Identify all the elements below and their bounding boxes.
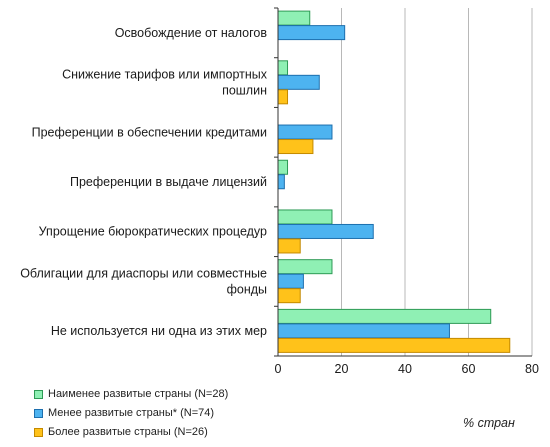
bar [277, 74, 320, 90]
x-tick-labels: 0 20 40 60 80 [275, 362, 539, 376]
bar [277, 124, 333, 140]
category-label: Преференции в выдаче лицензий [70, 175, 267, 189]
axes [274, 7, 532, 357]
category-label: Преференции в обеспечении кредитами [32, 125, 267, 139]
legend: Наименее развитые страны (N=28) Менее ра… [34, 385, 228, 442]
x-tick-label: 40 [398, 362, 412, 376]
grid-lines [341, 8, 533, 356]
legend-label: Менее развитые страны* (N=74) [48, 407, 215, 419]
bar [277, 159, 289, 175]
x-tick-label: 20 [335, 362, 349, 376]
category-label: Не используется ни одна из этих мер [51, 324, 267, 338]
legend-item: Менее развитые страны* (N=74) [34, 404, 228, 423]
bar [277, 337, 511, 353]
bar [277, 209, 333, 225]
bar [277, 273, 304, 289]
legend-swatch [34, 390, 43, 399]
x-axis-label: % стран [463, 416, 515, 430]
category-label: Снижение тарифов или импортных пошлин [62, 68, 268, 98]
x-tick-label: 60 [462, 362, 476, 376]
bar [277, 308, 492, 324]
bar [277, 323, 450, 339]
legend-label: Более развитые страны (N=26) [48, 426, 208, 438]
bar [277, 10, 311, 26]
legend-swatch [34, 428, 43, 437]
category-label: Освобождение от налогов [115, 26, 268, 40]
legend-label: Наименее развитые страны (N=28) [48, 388, 229, 400]
category-labels: Освобождение от налогов Снижение тарифов … [20, 26, 268, 338]
legend-swatch [34, 409, 43, 418]
bar [277, 25, 346, 41]
bar [277, 288, 301, 304]
x-tick-label: 80 [525, 362, 539, 376]
bars [277, 10, 511, 353]
bar [277, 60, 289, 76]
category-label: Облигации для диаспоры или совместные фон… [20, 266, 267, 296]
bar [277, 238, 301, 254]
bar [277, 89, 289, 105]
bar [277, 259, 333, 275]
bar [277, 174, 285, 190]
x-tick-label: 0 [275, 362, 282, 376]
legend-item: Наименее развитые страны (N=28) [34, 385, 228, 404]
bar [277, 139, 314, 155]
legend-item: Более развитые страны (N=26) [34, 423, 228, 442]
category-label: Упрощение бюрократических процедур [39, 225, 267, 239]
bar [277, 223, 374, 239]
